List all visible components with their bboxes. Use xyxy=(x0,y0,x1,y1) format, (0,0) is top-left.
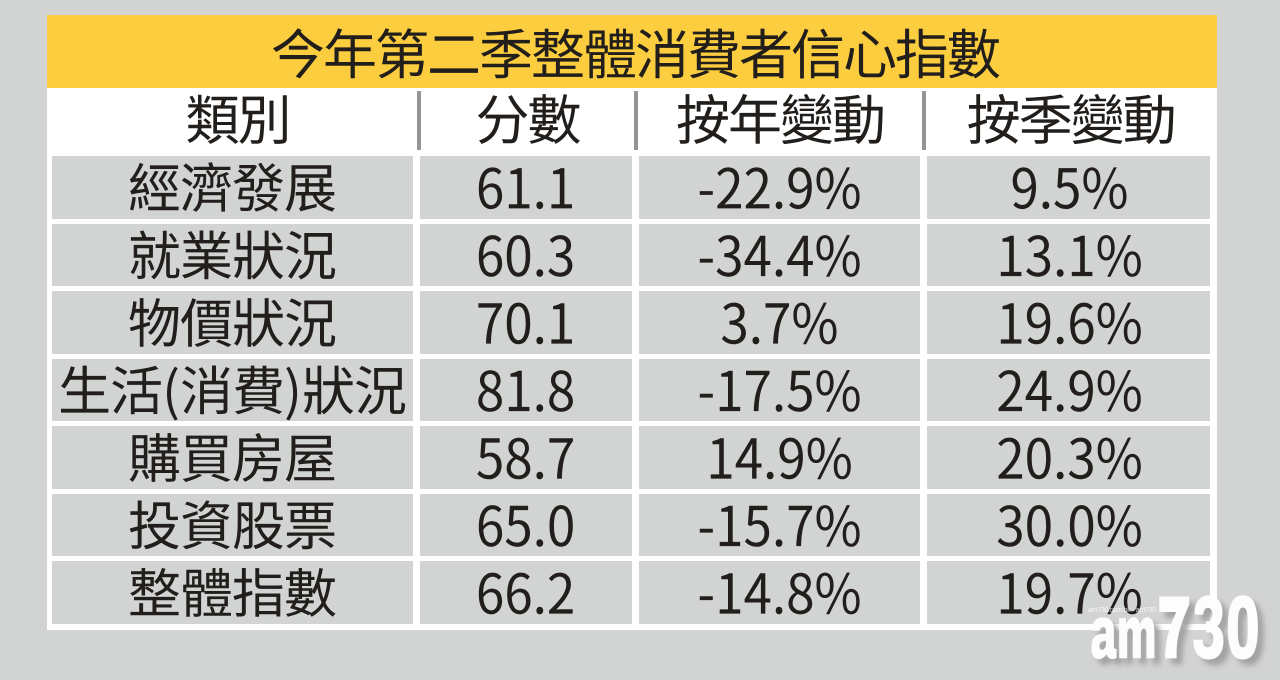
svg-text:am730.com.hk · am730: am730.com.hk · am730 xyxy=(1088,605,1156,614)
